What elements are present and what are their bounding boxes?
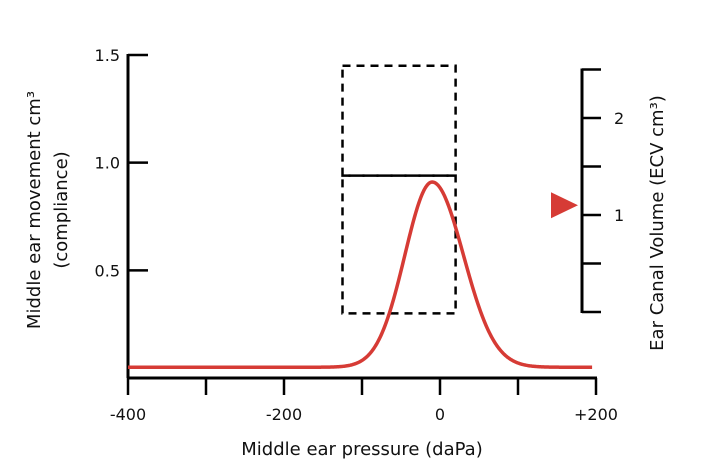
ecv-marker-group (551, 192, 578, 219)
ecv-axis: 12 (580, 68, 624, 314)
y-axis-title-line1: Middle ear movement cm³ (24, 91, 45, 329)
x-axis: -400 -200 0 +200 (110, 376, 618, 424)
x-tick-label: -400 (110, 405, 146, 424)
x-tick-label: 0 (435, 405, 445, 424)
ecv-marker-triangle (551, 192, 578, 219)
ecv-tick-label: 1 (614, 206, 624, 225)
y-tick-label: 1.0 (95, 154, 120, 173)
normal-region-box (341, 174, 457, 315)
x-tick-label: +200 (574, 405, 618, 424)
normal-region-boxes (341, 64, 457, 315)
normal-region-box (341, 64, 457, 177)
y-tick-label: 0.5 (95, 261, 120, 280)
ecv-tick-label: 2 (614, 109, 624, 128)
y-tick-label: 1.5 (95, 46, 120, 65)
x-tick-label: -200 (266, 405, 302, 424)
y-axis: 0.5 1.0 1.5 (95, 46, 148, 378)
y-axis-title-line2: (compliance) (51, 151, 72, 268)
series (127, 180, 594, 369)
compliance-curve (127, 180, 594, 369)
x-axis-title: Middle ear pressure (daPa) (241, 439, 482, 460)
ecv-axis-title: Ear Canal Volume (ECV cm³) (647, 95, 668, 351)
